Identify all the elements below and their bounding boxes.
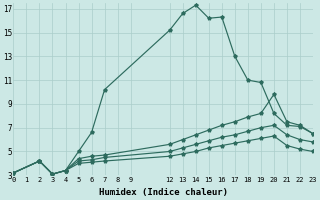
X-axis label: Humidex (Indice chaleur): Humidex (Indice chaleur): [99, 188, 228, 197]
